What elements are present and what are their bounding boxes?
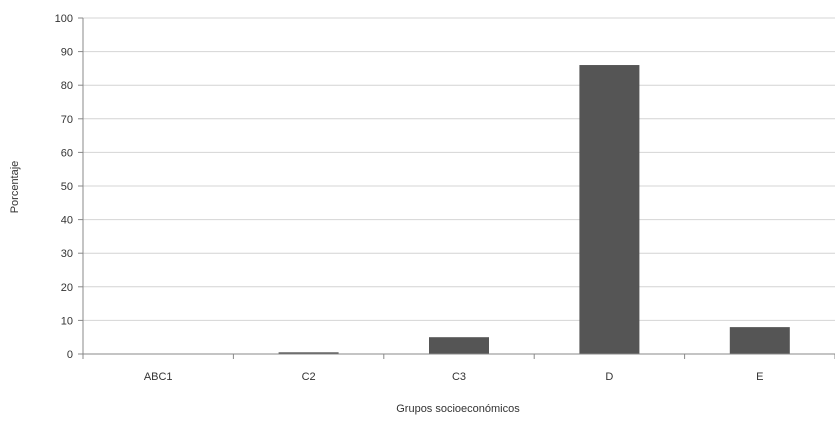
x-axis-label: Grupos socioeconómicos (396, 403, 520, 415)
x-tick-label: C3 (452, 371, 466, 383)
bar-c2 (278, 352, 339, 354)
bar-e (729, 327, 790, 354)
bar-c3 (429, 337, 489, 354)
x-tick-label: ABC1 (144, 371, 173, 383)
y-tick-label: 20 (61, 282, 73, 294)
y-tick-label: 80 (61, 80, 73, 92)
y-tick-label: 0 (67, 349, 73, 361)
x-tick-label: C2 (302, 371, 316, 383)
y-axis-label: Porcentaje (9, 161, 21, 214)
y-tick-label: 40 (61, 215, 73, 227)
y-tick-label: 10 (61, 315, 73, 327)
x-tick-label: E (756, 371, 763, 383)
bar-d (579, 65, 640, 354)
y-tick-label: 70 (61, 114, 73, 126)
x-axis-ticks: ABC1 C2 C3 D E (82, 354, 835, 383)
y-tick-label: 100 (55, 13, 73, 25)
y-tick-label: 60 (61, 147, 73, 159)
x-tick-label: D (605, 371, 613, 383)
y-tick-label: 50 (61, 181, 73, 193)
y-tick-label: 30 (61, 248, 73, 260)
bars (278, 65, 790, 354)
y-tick-label: 90 (61, 47, 73, 59)
gridlines (83, 17, 835, 321)
y-axis-ticks: 0 10 20 30 40 50 60 70 80 90 100 (55, 13, 83, 361)
